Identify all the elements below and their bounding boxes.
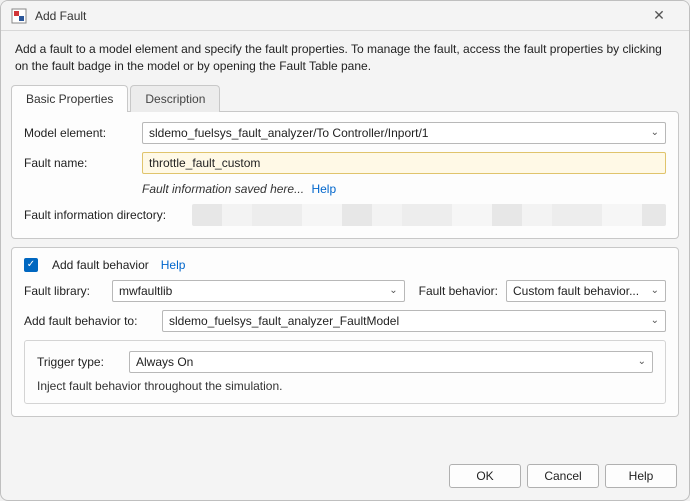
chevron-down-icon: ⌄ [383,285,397,296]
fault-library-value: mwfaultlib [119,284,383,298]
chevron-down-icon: ⌄ [632,356,646,367]
model-element-label: Model element: [24,126,134,140]
fault-name-label: Fault name: [24,156,134,170]
model-element-value: sldemo_fuelsys_fault_analyzer/To Control… [149,126,645,140]
trigger-subsection: Trigger type: Always On ⌄ Inject fault b… [24,340,666,404]
titlebar: Add Fault ✕ [1,1,689,31]
close-button[interactable]: ✕ [639,7,679,24]
fault-saved-hint: Fault information saved here... Help [142,182,336,196]
content-area: Add a fault to a model element and speci… [1,31,689,500]
help-button[interactable]: Help [605,464,677,488]
trigger-type-value: Always On [136,355,632,369]
tab-bar: Basic Properties Description [1,84,689,111]
fault-library-select[interactable]: mwfaultlib ⌄ [112,280,405,302]
fault-behavior-select[interactable]: Custom fault behavior... ⌄ [506,280,666,302]
trigger-type-select[interactable]: Always On ⌄ [129,351,653,373]
trigger-description: Inject fault behavior throughout the sim… [37,379,653,393]
help-link-basic[interactable]: Help [311,182,336,196]
tab-description[interactable]: Description [130,85,220,112]
tab-basic-properties[interactable]: Basic Properties [11,85,128,112]
cancel-button[interactable]: Cancel [527,464,599,488]
help-link-behavior[interactable]: Help [161,258,186,272]
model-element-select[interactable]: sldemo_fuelsys_fault_analyzer/To Control… [142,122,666,144]
basic-properties-panel: Model element: sldemo_fuelsys_fault_anal… [11,111,679,239]
intro-text: Add a fault to a model element and speci… [1,31,689,84]
ok-button[interactable]: OK [449,464,521,488]
fault-behavior-label: Fault behavior: [419,284,498,298]
add-fault-behavior-checkbox[interactable]: ✓ [24,258,38,272]
fault-behavior-value: Custom fault behavior... [513,284,645,298]
add-behavior-to-select[interactable]: sldemo_fuelsys_fault_analyzer_FaultModel… [162,310,666,332]
fault-info-directory-field[interactable] [192,204,666,226]
add-behavior-to-value: sldemo_fuelsys_fault_analyzer_FaultModel [169,314,645,328]
window-title: Add Fault [35,9,639,23]
trigger-type-label: Trigger type: [37,355,121,369]
add-fault-dialog: Add Fault ✕ Add a fault to a model eleme… [0,0,690,501]
chevron-down-icon: ⌄ [645,285,659,296]
fault-info-dir-label: Fault information directory: [24,208,184,222]
chevron-down-icon: ⌄ [645,127,659,138]
add-fault-behavior-label: Add fault behavior [52,258,149,272]
app-icon [11,8,27,24]
fault-name-value: throttle_fault_custom [149,156,260,170]
fault-behavior-section: ✓ Add fault behavior Help Fault library:… [11,247,679,417]
dialog-footer: OK Cancel Help [1,454,689,500]
fault-library-label: Fault library: [24,284,104,298]
add-behavior-to-label: Add fault behavior to: [24,314,154,328]
chevron-down-icon: ⌄ [645,315,659,326]
fault-name-input[interactable]: throttle_fault_custom [142,152,666,174]
